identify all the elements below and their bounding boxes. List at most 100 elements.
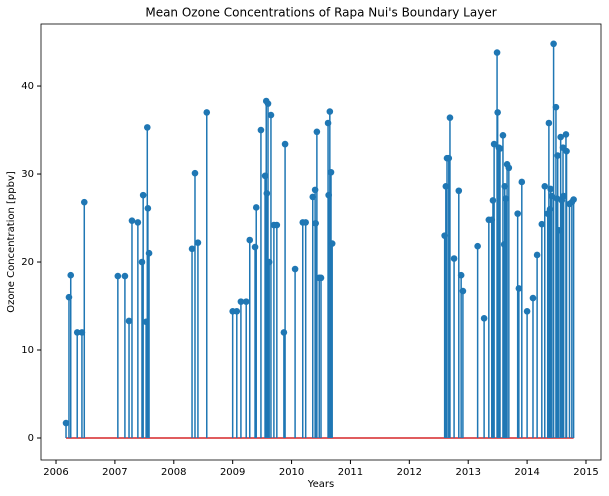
- x-tick-label: 2006: [43, 467, 68, 478]
- stem-marker: [78, 329, 86, 336]
- stem-marker: [191, 169, 199, 177]
- stem-marker: [515, 285, 523, 292]
- stem-marker: [501, 183, 509, 190]
- stem-marker: [261, 172, 269, 180]
- plot-frame: [40, 23, 602, 461]
- stem-marker: [142, 318, 150, 326]
- stem-marker: [203, 109, 211, 116]
- stem-marker: [445, 154, 453, 162]
- stem-marker: [441, 232, 448, 239]
- stem-marker: [563, 147, 570, 155]
- stem-marker: [252, 204, 260, 211]
- stem-marker: [442, 183, 450, 190]
- stem-marker: [489, 197, 497, 204]
- stem-marker: [80, 198, 88, 206]
- stem-marker: [114, 272, 122, 280]
- stem-marker: [529, 294, 537, 302]
- stem-marker: [545, 119, 553, 127]
- stem-marker: [505, 164, 513, 172]
- x-tick-label: 2013: [455, 467, 480, 478]
- stem-marker: [547, 185, 554, 193]
- x-tick-label: 2011: [338, 467, 363, 478]
- stem-marker: [145, 249, 153, 257]
- stem-marker: [328, 240, 336, 247]
- stem-marker: [499, 132, 507, 139]
- stem-marker: [325, 191, 332, 199]
- stem-marker: [302, 219, 309, 226]
- stem-marker: [562, 131, 570, 138]
- stem-marker: [263, 190, 271, 197]
- x-tick-label: 2009: [220, 467, 245, 478]
- stem-marker: [281, 140, 289, 148]
- stem-marker: [280, 329, 288, 336]
- stem-marker: [62, 419, 70, 427]
- stem-marker: [67, 271, 75, 279]
- stem-marker: [242, 298, 250, 305]
- stem-marker: [65, 293, 73, 301]
- x-tick-label: 2007: [102, 467, 127, 478]
- stem-marker: [480, 315, 488, 322]
- stem-marker: [518, 178, 526, 186]
- x-axis-label: Years: [307, 479, 334, 490]
- stem-marker: [446, 114, 454, 122]
- stem-marker: [194, 239, 202, 246]
- stem-marker: [317, 274, 325, 282]
- stem-marker: [500, 241, 508, 248]
- stem-marker: [144, 205, 152, 212]
- x-tick-label: 2012: [397, 467, 422, 478]
- stem-marker: [554, 152, 562, 159]
- stem-marker: [139, 191, 147, 199]
- stem-marker: [450, 255, 458, 262]
- stem-marker: [560, 192, 567, 200]
- y-tick-label: 10: [21, 345, 34, 356]
- stem-marker: [138, 258, 146, 266]
- stem-marker: [548, 192, 556, 200]
- stem-marker: [251, 243, 259, 251]
- stem-marker: [533, 251, 541, 259]
- stem-marker: [541, 183, 549, 190]
- stem-marker: [555, 227, 563, 234]
- stem-marker: [246, 236, 254, 244]
- stem-marker: [490, 140, 498, 148]
- stem-marker: [311, 186, 319, 194]
- stem-marker: [538, 220, 546, 228]
- stem-marker: [570, 196, 577, 203]
- stem-marker: [267, 111, 275, 119]
- stem-marker: [324, 119, 332, 127]
- stem-marker: [143, 124, 151, 131]
- stem-marker: [312, 220, 320, 227]
- stem-marker: [233, 307, 241, 315]
- stem-marker: [265, 258, 273, 266]
- stem-marker: [552, 103, 560, 111]
- stem-marker: [502, 195, 510, 202]
- y-tick-label: 0: [28, 433, 34, 444]
- y-tick-label: 20: [21, 257, 34, 268]
- stem-marker: [313, 128, 321, 136]
- stem-marker: [557, 133, 564, 141]
- stem-marker: [496, 145, 504, 152]
- stem-marker: [550, 40, 557, 48]
- y-tick-label: 30: [21, 169, 34, 180]
- y-tick-label: 40: [21, 81, 34, 92]
- stem-marker: [264, 100, 272, 107]
- stem-marker: [493, 49, 501, 56]
- stem-marker: [514, 210, 521, 217]
- stem-marker: [326, 108, 334, 115]
- stem-marker: [73, 329, 81, 336]
- stem-marker: [309, 193, 317, 201]
- stem-marker: [257, 126, 265, 134]
- stem-marker: [455, 187, 463, 195]
- stem-marker: [327, 168, 335, 176]
- stem-marker: [459, 287, 467, 295]
- stem-marker: [291, 265, 299, 273]
- stem-marker: [128, 217, 136, 224]
- stem-marker: [546, 205, 554, 213]
- stem-marker: [134, 219, 142, 226]
- y-axis-label: Ozone Concentration [ppbv]: [6, 171, 17, 313]
- stem-marker: [273, 221, 281, 229]
- x-tick-label: 2008: [161, 467, 186, 478]
- chart-title: Mean Ozone Concentrations of Rapa Nui's …: [145, 6, 496, 20]
- stem-marker: [188, 245, 196, 253]
- stem-marker: [488, 216, 496, 224]
